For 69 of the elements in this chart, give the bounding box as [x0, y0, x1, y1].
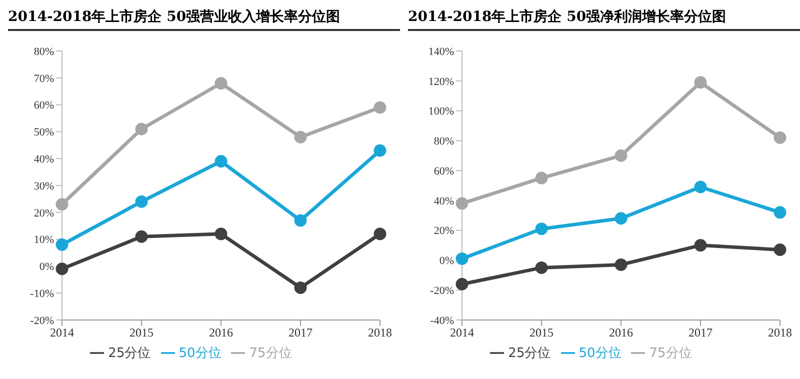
point	[374, 101, 386, 114]
y-tick-label: 120%	[428, 76, 454, 88]
legend-label: 75分位	[249, 346, 292, 361]
x-tick-label: 2017	[288, 326, 312, 340]
y-tick-label: 40%	[34, 154, 54, 166]
y-tick-label: -20%	[30, 314, 54, 327]
chart-title: 2014-2018年上市房企 50强营业收入增长率分位图	[8, 8, 400, 31]
point	[456, 197, 468, 210]
y-tick-label: 60%	[434, 165, 454, 178]
x-tick-label: 2017	[688, 326, 712, 340]
point	[135, 230, 148, 243]
point	[294, 214, 307, 227]
x-tick-label: 2014	[450, 326, 474, 340]
point	[214, 228, 228, 240]
point	[774, 131, 786, 144]
y-tick-label: 60%	[34, 100, 54, 112]
point	[374, 228, 386, 240]
y-tick-label: 80%	[34, 46, 54, 58]
point	[694, 76, 707, 89]
legend-label: 25分位	[508, 346, 551, 361]
y-tick-label: -20%	[430, 285, 454, 298]
point	[294, 130, 307, 144]
x-tick-label: 2018	[368, 326, 392, 340]
point	[374, 144, 386, 157]
y-tick-label: 30%	[34, 180, 54, 192]
point	[774, 206, 786, 219]
y-tick-label: 70%	[34, 72, 54, 85]
y-tick-label: -10%	[30, 288, 54, 300]
x-tick-label: 2014	[50, 326, 74, 340]
point	[535, 172, 548, 184]
x-tick-label: 2015	[530, 326, 554, 340]
point	[535, 222, 548, 236]
x-tick-label: 2018	[768, 326, 792, 340]
point	[135, 122, 148, 136]
point	[694, 239, 707, 252]
legend-label: 50分位	[578, 346, 622, 361]
y-tick-label: 100%	[428, 106, 454, 118]
point	[294, 281, 307, 294]
y-tick-label: -40%	[430, 314, 454, 327]
y-tick-label: 0%	[439, 255, 454, 268]
point	[56, 262, 68, 276]
point	[614, 258, 628, 271]
y-tick-label: 20%	[434, 225, 454, 238]
point	[694, 180, 707, 194]
point	[456, 252, 468, 265]
chart-title: 2014-2018年上市房企 50强净利润增长率分位图	[408, 8, 800, 31]
legend-label: 50分位	[178, 346, 222, 361]
y-tick-label: 50%	[34, 126, 54, 139]
y-tick-label: 0%	[39, 261, 54, 274]
point	[614, 212, 628, 225]
x-tick-label: 2015	[130, 326, 154, 340]
point	[774, 244, 786, 256]
y-tick-label: 20%	[34, 207, 54, 220]
legend-label: 25分位	[108, 346, 151, 361]
legend-label: 75分位	[649, 346, 692, 361]
x-tick-label: 2016	[609, 326, 633, 340]
point	[56, 238, 68, 251]
point	[214, 155, 228, 168]
point	[135, 195, 148, 208]
y-tick-label: 140%	[428, 46, 454, 58]
point	[456, 278, 468, 290]
point	[535, 261, 548, 274]
x-tick-label: 2016	[209, 326, 233, 340]
y-tick-label: 80%	[434, 136, 454, 148]
point	[614, 149, 628, 162]
point	[56, 198, 68, 211]
y-tick-label: 40%	[434, 195, 454, 208]
y-tick-label: 10%	[34, 234, 54, 246]
point	[214, 77, 228, 90]
